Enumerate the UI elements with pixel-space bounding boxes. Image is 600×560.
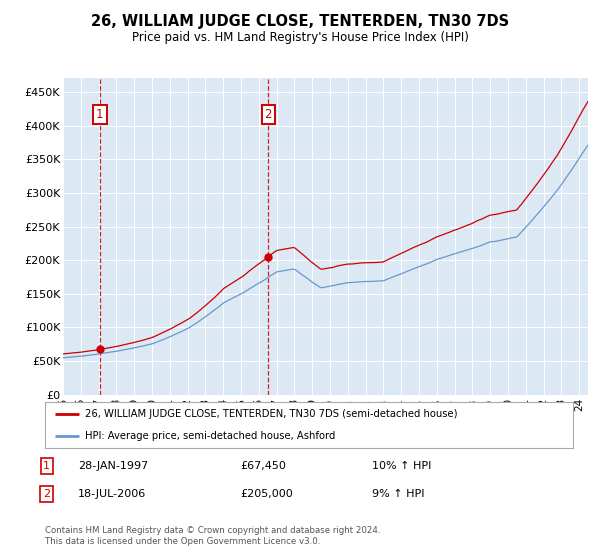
Text: 9% ↑ HPI: 9% ↑ HPI	[372, 489, 425, 499]
Text: 2: 2	[265, 108, 272, 122]
Text: 28-JAN-1997: 28-JAN-1997	[78, 461, 148, 471]
Text: £205,000: £205,000	[240, 489, 293, 499]
Text: 26, WILLIAM JUDGE CLOSE, TENTERDEN, TN30 7DS: 26, WILLIAM JUDGE CLOSE, TENTERDEN, TN30…	[91, 14, 509, 29]
Text: 2: 2	[43, 489, 50, 499]
Text: Contains HM Land Registry data © Crown copyright and database right 2024.
This d: Contains HM Land Registry data © Crown c…	[45, 526, 380, 546]
Text: 26, WILLIAM JUDGE CLOSE, TENTERDEN, TN30 7DS (semi-detached house): 26, WILLIAM JUDGE CLOSE, TENTERDEN, TN30…	[85, 409, 457, 419]
Text: HPI: Average price, semi-detached house, Ashford: HPI: Average price, semi-detached house,…	[85, 431, 335, 441]
Text: 10% ↑ HPI: 10% ↑ HPI	[372, 461, 431, 471]
Text: £67,450: £67,450	[240, 461, 286, 471]
Text: 1: 1	[43, 461, 50, 471]
Text: 18-JUL-2006: 18-JUL-2006	[78, 489, 146, 499]
Text: Price paid vs. HM Land Registry's House Price Index (HPI): Price paid vs. HM Land Registry's House …	[131, 31, 469, 44]
Text: 1: 1	[96, 108, 104, 122]
